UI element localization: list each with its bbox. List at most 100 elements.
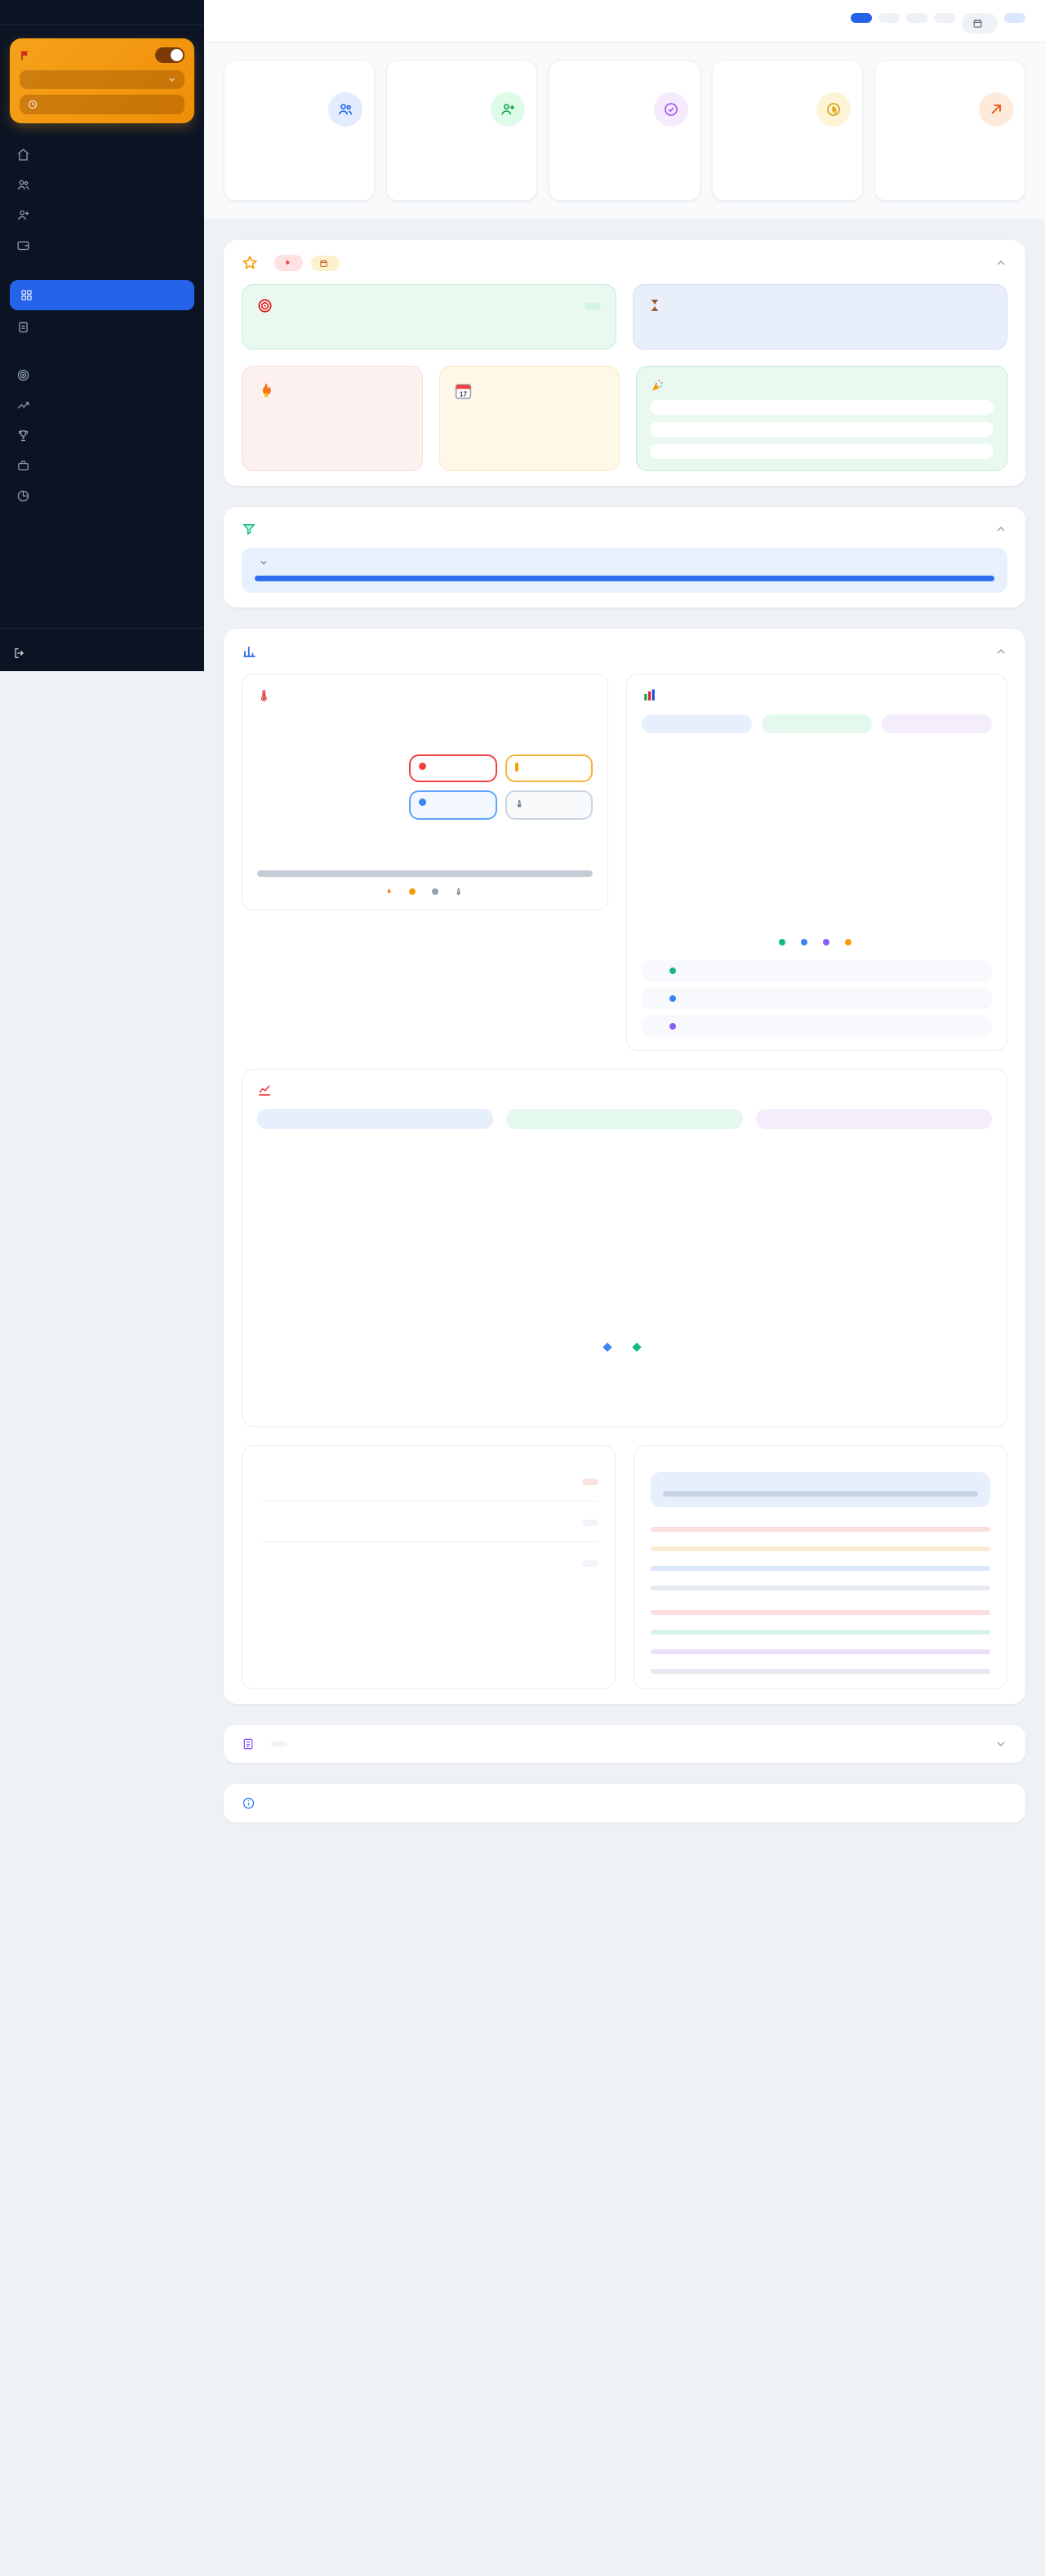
close-rate-row-unrated [651, 1581, 990, 1591]
won-deal-row [650, 422, 994, 437]
sidebar-item-customer-report[interactable] [0, 312, 204, 342]
flag-icon [20, 50, 31, 61]
funnel-stage-selector[interactable] [255, 558, 269, 567]
source-dot-icon [669, 1023, 677, 1030]
role-badge[interactable] [1004, 13, 1025, 23]
stat-cards-row [204, 42, 1045, 219]
sidebar-footer [0, 628, 204, 671]
lead-stat-revenue [882, 714, 992, 733]
source-dot-icon [669, 995, 677, 1002]
funnel-icon [242, 522, 256, 536]
filter-custom[interactable] [962, 13, 998, 33]
rate-bar [651, 1610, 990, 1615]
temp-box-unrated [505, 790, 594, 820]
filter-this-month[interactable] [851, 13, 872, 23]
plan-selector[interactable] [20, 70, 185, 89]
rate-bar [651, 1527, 990, 1532]
overall-rate-bar [663, 1491, 978, 1497]
demo-mode-toggle[interactable] [155, 47, 185, 63]
chevron-down-icon [167, 75, 176, 84]
sidebar-item-team-performance[interactable] [0, 420, 204, 451]
close-rate-overall [651, 1472, 990, 1507]
svg-text:17: 17 [460, 389, 468, 398]
star-icon [242, 255, 258, 271]
sidebar-item-overview-stats[interactable] [10, 280, 194, 310]
rate-bar [651, 1669, 990, 1674]
closed-this-month-card [242, 284, 616, 349]
legend-diamond-icon [632, 1342, 642, 1352]
stat-card-pipeline [874, 60, 1026, 201]
sidebar-item-close-duration[interactable] [0, 451, 204, 481]
follow-up-badge [311, 255, 340, 271]
logout-button[interactable] [13, 647, 191, 660]
collapse-chevron-up-icon[interactable] [994, 256, 1007, 269]
more-details-panel[interactable] [224, 1725, 1025, 1763]
sidebar-item-sales-report[interactable] [0, 481, 204, 511]
won-date-badge [585, 302, 601, 309]
filter-last-month[interactable] [878, 13, 900, 23]
wallet-icon [16, 238, 30, 252]
collapse-chevron-up-icon[interactable] [994, 645, 1007, 658]
sidebar-item-all-customers[interactable] [0, 170, 204, 200]
demo-dataset-row[interactable] [20, 95, 185, 114]
temperature-stacked-bar [257, 870, 594, 877]
close-rate-row-facebook [651, 1605, 990, 1615]
comparison-delta-badge [582, 1559, 598, 1567]
flame-icon [387, 888, 391, 893]
sidebar-item-add-customer[interactable] [0, 200, 204, 230]
lead-stat-closed [762, 714, 872, 733]
website-dot-icon [844, 939, 852, 945]
highlights-panel: 17 [224, 240, 1025, 486]
line-oa-dot-icon [800, 939, 807, 945]
facebook-dot-icon [778, 939, 785, 945]
collapse-chevron-up-icon[interactable] [994, 523, 1007, 536]
main-content: 17 [204, 0, 1045, 1822]
trend-line-chart [257, 1141, 992, 1332]
monthly-trend-card [242, 1069, 1007, 1427]
rate-bar [651, 1649, 990, 1654]
trend-stat-closed [506, 1109, 743, 1129]
lead-stat-total [642, 714, 752, 733]
top-performance-row [642, 960, 992, 981]
flame-icon [286, 259, 290, 265]
comparison-delta-badge [582, 1519, 598, 1526]
sidebar-item-marketing-budget[interactable] [0, 230, 204, 260]
app-title [0, 0, 204, 25]
calendar-icon [972, 18, 983, 29]
top-performance-row [642, 1016, 992, 1037]
sidebar-item-pipeline-analysis[interactable] [0, 360, 204, 390]
expand-chevron-down-icon[interactable] [994, 1737, 1007, 1751]
filter-this-year[interactable] [934, 13, 955, 23]
chevron-down-icon [260, 561, 267, 565]
about-panel[interactable] [224, 1784, 1025, 1822]
home-icon [16, 148, 30, 162]
trophy-icon [16, 429, 30, 443]
trending-up-icon [16, 398, 30, 412]
temp-box-hot [409, 754, 497, 782]
follow-up-card: 17 [438, 366, 620, 471]
temperature-card [242, 674, 609, 910]
line-chart-icon [257, 1083, 272, 1097]
calendar-icon: 17 [453, 380, 474, 402]
monthly-comparison-card [242, 1445, 616, 1689]
stat-card-customers [224, 60, 376, 201]
hourglass-icon [648, 298, 661, 313]
sidebar [0, 0, 204, 671]
thermometer-icon [456, 888, 460, 895]
flame-icon [256, 380, 275, 403]
temperature-legend [257, 887, 593, 896]
user-plus-icon [16, 208, 30, 222]
users-icon [328, 92, 363, 127]
forecast-card [633, 284, 1007, 349]
sidebar-item-roi-analysis[interactable] [0, 390, 204, 420]
rate-bar [651, 1586, 990, 1591]
comparison-row [259, 1461, 598, 1502]
temp-box-warm [505, 754, 594, 782]
stat-card-closed-deals [549, 60, 700, 201]
sidebar-item-home[interactable] [0, 140, 204, 170]
trend-stat-customers [257, 1109, 494, 1129]
bar-chart-icon [642, 687, 657, 703]
funnel-progress-bar [255, 576, 994, 581]
filter-last-3-months[interactable] [906, 13, 927, 23]
legend-diamond-icon [603, 1342, 612, 1352]
